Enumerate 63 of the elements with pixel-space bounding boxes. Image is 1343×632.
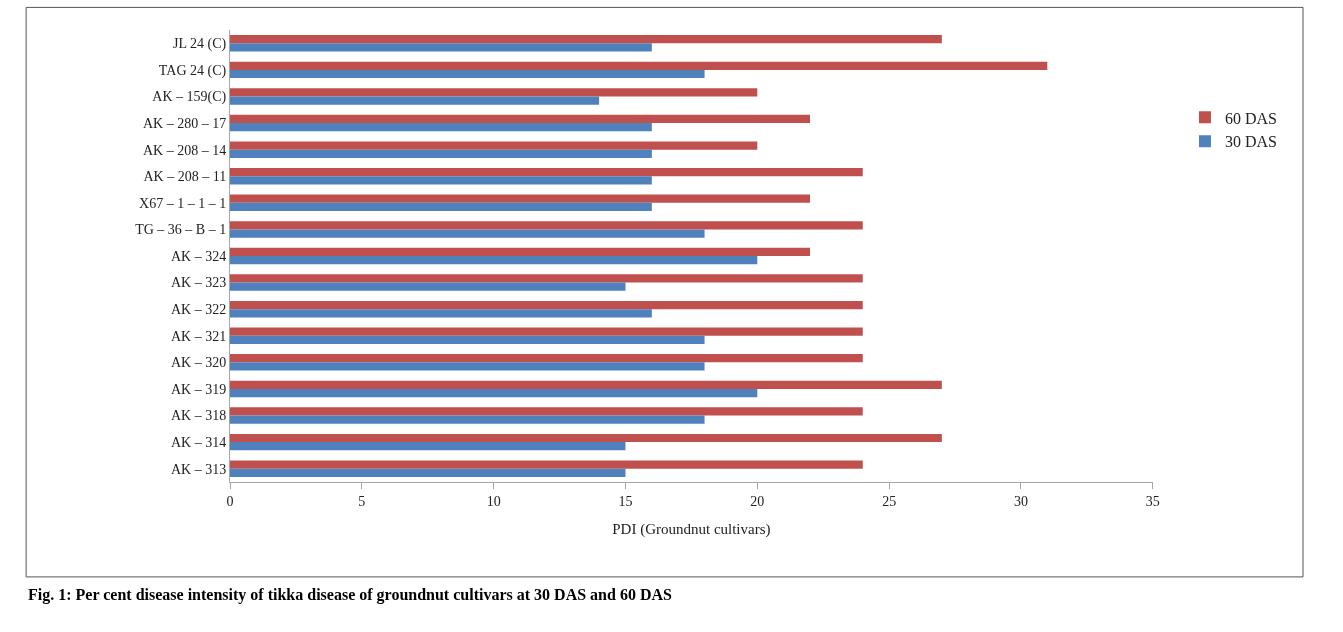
legend-label: 30 DAS xyxy=(1224,133,1277,151)
bar xyxy=(230,88,758,97)
bar xyxy=(230,468,626,477)
bar xyxy=(230,327,863,336)
y-tick-label: AK – 322 xyxy=(170,302,227,318)
y-tick-label: AK – 159(C) xyxy=(152,89,227,106)
bar xyxy=(230,362,705,371)
bar xyxy=(230,35,942,44)
y-tick-label: TG – 36 – B – 1 xyxy=(135,222,227,238)
y-tick-label: AK – 208 – 11 xyxy=(143,169,227,185)
x-tick-label: 10 xyxy=(486,493,501,509)
x-tick-label: 0 xyxy=(226,493,234,509)
bar xyxy=(230,433,942,443)
bar xyxy=(230,61,1048,70)
caption: Fig. 1: Per cent disease intensity of tikka disease of groundnut cultivars at 30 DAS and 60 DAS xyxy=(28,586,672,604)
y-tick-label: AK – 313 xyxy=(170,461,227,477)
y-tick-label: AK – 280 – 17 xyxy=(142,115,227,131)
y-tick-label: AK – 208 – 14 xyxy=(142,142,227,158)
bar xyxy=(230,274,863,283)
bar xyxy=(230,256,758,265)
bar xyxy=(230,229,705,238)
bar xyxy=(230,202,652,212)
x-tick-label: 15 xyxy=(618,493,633,509)
bar xyxy=(230,335,705,345)
legend-label: 60 DAS xyxy=(1224,109,1277,127)
y-tick-label: AK – 324 xyxy=(170,248,227,264)
y-tick-label: AK – 314 xyxy=(170,435,227,451)
bar xyxy=(230,114,811,124)
bar xyxy=(230,176,652,185)
y-tick-label: AK – 323 xyxy=(170,275,227,291)
x-tick-label: 30 xyxy=(1013,493,1028,509)
bar xyxy=(230,69,705,79)
bar xyxy=(230,442,626,451)
bar xyxy=(230,407,863,416)
x-tick-label: 20 xyxy=(750,493,765,509)
bar xyxy=(230,380,942,389)
bar xyxy=(230,247,811,256)
bar xyxy=(230,388,758,398)
bar xyxy=(230,460,863,469)
bar xyxy=(230,123,652,132)
y-tick-label: TAG 24 (C) xyxy=(158,62,227,79)
y-tick-label: JL 24 (C) xyxy=(173,36,227,53)
bar xyxy=(230,282,626,291)
bar xyxy=(230,141,758,150)
bar xyxy=(230,167,863,177)
bar xyxy=(230,354,863,363)
x-tick-label: 25 xyxy=(882,493,897,509)
x-tick-label: 5 xyxy=(358,493,366,509)
y-tick-label: AK – 320 xyxy=(170,355,227,371)
y-tick-label: AK – 319 xyxy=(170,381,227,397)
bar xyxy=(230,96,600,105)
bar xyxy=(230,221,863,230)
y-tick-label: AK – 318 xyxy=(170,408,227,424)
x-axis-title: PDI (Groundnut cultivars) xyxy=(612,520,771,538)
bar xyxy=(230,300,863,310)
y-tick-label: X67 – 1 – 1 – 1 xyxy=(139,195,227,211)
x-tick-label: 35 xyxy=(1145,493,1160,509)
bar xyxy=(230,194,811,203)
y-tick-label: AK – 321 xyxy=(170,328,227,344)
bar xyxy=(230,149,652,158)
bar xyxy=(230,415,705,424)
bar xyxy=(230,309,652,318)
bar xyxy=(230,43,652,52)
